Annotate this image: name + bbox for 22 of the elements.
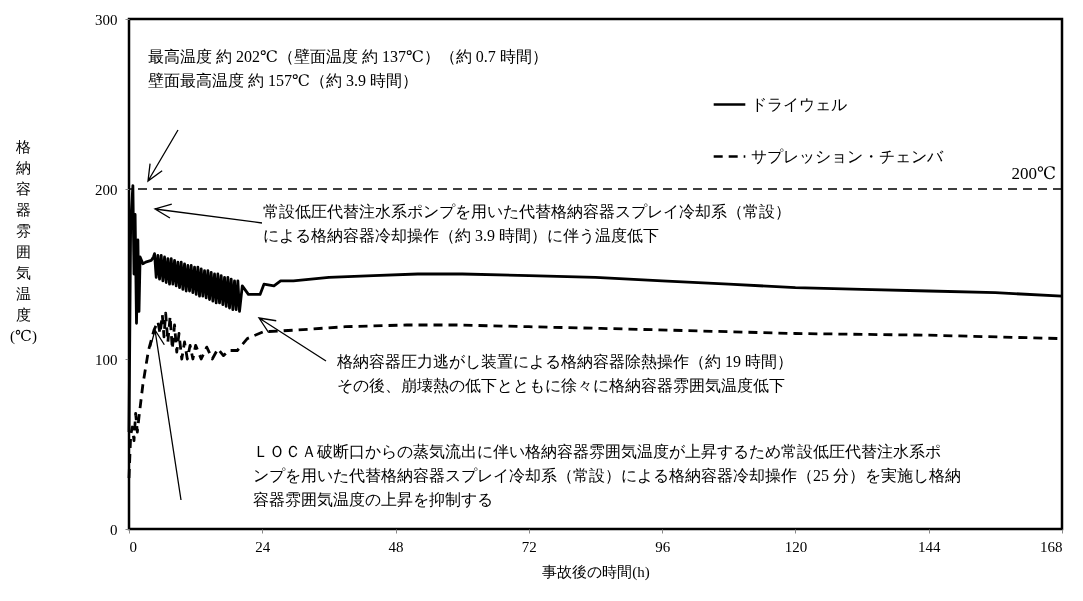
annotation: 壁面最高温度 約 157℃（約 3.9 時間）	[148, 72, 418, 89]
legend-label: サプレッション・チェンバ	[751, 147, 944, 165]
annotation: 常設低圧代替注水系ポンプを用いた代替格納容器スプレイ冷却系（常設）による格納容器冷却操作（約 3.9 時間）に伴う温度低下	[263, 203, 791, 245]
legend-label: ドライウェル	[751, 95, 847, 113]
annotation: 格納容器圧力逃がし装置による格納容器除熱操作（約 19 時間）その後、崩壊熱の低下とともに徐々に格納容器雰囲気温度低下	[336, 353, 793, 394]
y-tick-label: 100	[95, 351, 118, 368]
x-tick-label: 24	[255, 538, 271, 555]
y-tick-label: 200	[95, 181, 118, 198]
x-tick-label: 168	[1040, 538, 1063, 555]
x-tick-label: 48	[388, 538, 404, 555]
y-tick-label: 0	[110, 521, 118, 538]
x-axis-title: 事故後の時間(h)	[542, 563, 650, 581]
annotation: ＬＯＣＡ破断口からの蒸気流出に伴い格納容器雰囲気温度が上昇するため常設低圧代替注水系ポンプを用いた代替格納容器スプレイ冷却系（常設）による格納容器冷却操作（25 分）を実施し格納容器雰囲気温度の上昇を抑制する	[253, 443, 961, 508]
ref-line-label: 200℃	[1011, 164, 1056, 183]
y-tick-label: 300	[95, 11, 118, 28]
annotation: 最高温度 約 202℃（壁面温度 約 137℃）（約 0.7 時間）	[148, 48, 548, 65]
x-tick-label: 72	[521, 538, 537, 555]
text: 格納容器雰囲気温度(℃)	[10, 138, 37, 344]
x-tick-label: 0	[129, 538, 137, 555]
x-tick-label: 96	[655, 538, 671, 555]
x-tick-label: 144	[917, 538, 941, 555]
x-tick-label: 120	[784, 538, 808, 555]
